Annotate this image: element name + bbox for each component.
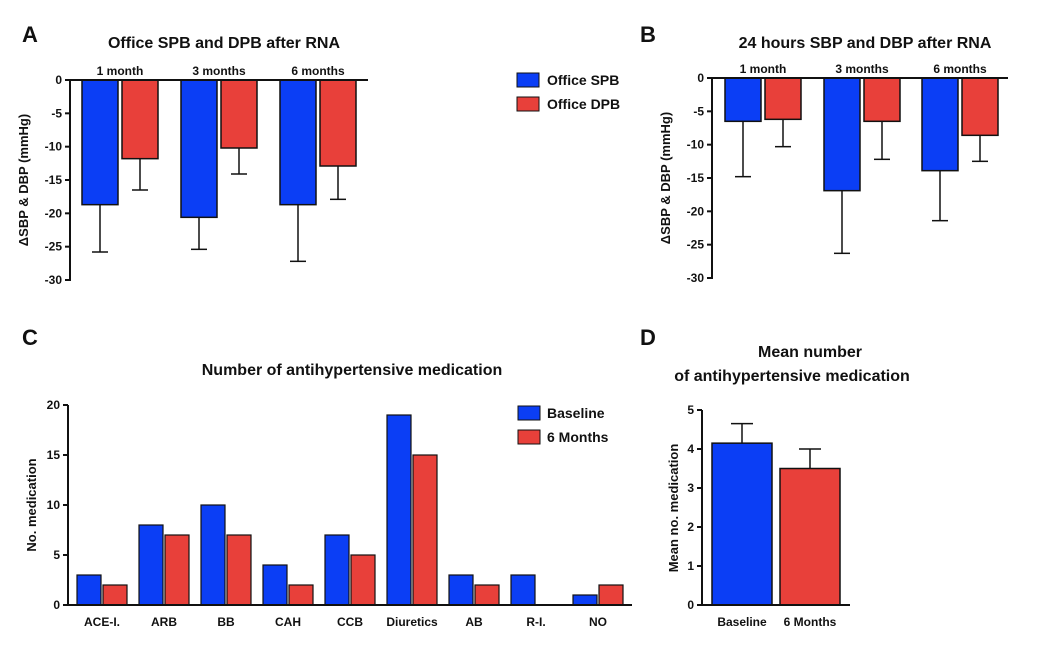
y-tick-label: -25 bbox=[687, 238, 705, 252]
y-tick-label: 10 bbox=[47, 498, 61, 512]
bar bbox=[572, 594, 598, 606]
bar bbox=[121, 79, 159, 160]
bar bbox=[510, 574, 536, 606]
category-label: Baseline bbox=[717, 615, 767, 629]
bar bbox=[350, 554, 376, 606]
legend-swatch bbox=[517, 405, 541, 421]
panel-letter-a: A bbox=[22, 22, 38, 47]
bar bbox=[220, 79, 258, 149]
y-tick-label: -10 bbox=[45, 140, 63, 154]
bar bbox=[262, 564, 288, 606]
chart-title: 24 hours SBP and DBP after RNA bbox=[739, 35, 992, 52]
bar bbox=[474, 584, 500, 606]
y-tick-label: 1 bbox=[687, 559, 694, 573]
bar bbox=[226, 534, 252, 606]
category-label: ACE-I. bbox=[84, 615, 120, 629]
category-label: CAH bbox=[275, 615, 301, 629]
bar bbox=[961, 77, 999, 137]
y-tick-label: -15 bbox=[687, 171, 705, 185]
y-tick-label: 0 bbox=[53, 598, 60, 612]
y-axis-label: ΔSBP & DBP (mmHg) bbox=[16, 114, 31, 246]
chart-title: Mean number bbox=[758, 344, 862, 361]
bar bbox=[200, 504, 226, 606]
y-tick-label: 15 bbox=[47, 448, 61, 462]
category-label: 3 months bbox=[835, 62, 889, 76]
bar bbox=[288, 584, 314, 606]
bar bbox=[138, 524, 164, 606]
bar bbox=[921, 77, 959, 172]
bar bbox=[823, 77, 861, 192]
category-label: AB bbox=[465, 615, 483, 629]
category-label: R-I. bbox=[526, 615, 545, 629]
legend-label: Baseline bbox=[547, 405, 605, 421]
y-tick-label: 20 bbox=[47, 398, 61, 412]
y-tick-label: -5 bbox=[693, 104, 704, 118]
y-tick-label: -30 bbox=[687, 271, 705, 285]
category-label: NO bbox=[589, 615, 607, 629]
legend-swatch bbox=[516, 96, 540, 112]
y-axis-label: ΔSBP & DBP (mmHg) bbox=[658, 112, 673, 244]
bar bbox=[81, 79, 119, 206]
y-tick-label: 0 bbox=[687, 598, 694, 612]
category-label: Diuretics bbox=[386, 615, 438, 629]
y-tick-label: -10 bbox=[687, 138, 705, 152]
category-label: 3 months bbox=[192, 64, 246, 78]
y-tick-label: -30 bbox=[45, 273, 63, 287]
bar bbox=[102, 584, 128, 606]
bar bbox=[779, 467, 841, 606]
bar bbox=[319, 79, 357, 167]
category-label: CCB bbox=[337, 615, 363, 629]
y-tick-label: 2 bbox=[687, 520, 694, 534]
category-label: ARB bbox=[151, 615, 177, 629]
category-label: 6 months bbox=[291, 64, 345, 78]
legend-label: 6 Months bbox=[547, 429, 609, 445]
bar bbox=[324, 534, 350, 606]
category-label: 1 month bbox=[740, 62, 787, 76]
bar bbox=[764, 77, 802, 121]
chart-title: of antihypertensive medication bbox=[674, 368, 910, 385]
category-label: 6 Months bbox=[784, 615, 837, 629]
category-label: 1 month bbox=[97, 64, 144, 78]
bar bbox=[863, 77, 901, 123]
bar bbox=[386, 414, 412, 606]
legend-swatch bbox=[517, 429, 541, 445]
y-tick-label: -25 bbox=[45, 240, 63, 254]
category-label: 6 months bbox=[933, 62, 987, 76]
bar bbox=[598, 584, 624, 606]
chart-title: Office SPB and DPB after RNA bbox=[108, 35, 340, 52]
y-tick-label: -5 bbox=[51, 106, 62, 120]
y-tick-label: -20 bbox=[45, 206, 63, 220]
bar bbox=[164, 534, 190, 606]
bar bbox=[76, 574, 102, 606]
panel-letter-c: C bbox=[22, 325, 38, 350]
panel-letter-d: D bbox=[640, 325, 656, 350]
y-tick-label: -15 bbox=[45, 173, 63, 187]
y-tick-label: 4 bbox=[687, 442, 694, 456]
y-tick-label: 5 bbox=[687, 403, 694, 417]
y-tick-label: 5 bbox=[53, 548, 60, 562]
chart-title: Number of antihypertensive medication bbox=[202, 362, 503, 379]
bar bbox=[180, 79, 218, 219]
panel-letter-b: B bbox=[640, 22, 656, 47]
legend-label: Office SPB bbox=[547, 72, 619, 88]
y-tick-label: 3 bbox=[687, 481, 694, 495]
bar bbox=[412, 454, 438, 606]
legend-swatch bbox=[516, 72, 540, 88]
y-tick-label: 0 bbox=[55, 73, 62, 87]
category-label: BB bbox=[217, 615, 235, 629]
y-tick-label: 0 bbox=[697, 71, 704, 85]
bar bbox=[711, 442, 773, 606]
bar bbox=[448, 574, 474, 606]
y-axis-label: Mean no. medication bbox=[666, 444, 681, 573]
y-tick-label: -20 bbox=[687, 204, 705, 218]
bar bbox=[279, 79, 317, 206]
bar bbox=[724, 77, 762, 123]
y-axis-label: No. medication bbox=[24, 458, 39, 551]
legend-label: Office DPB bbox=[547, 96, 620, 112]
